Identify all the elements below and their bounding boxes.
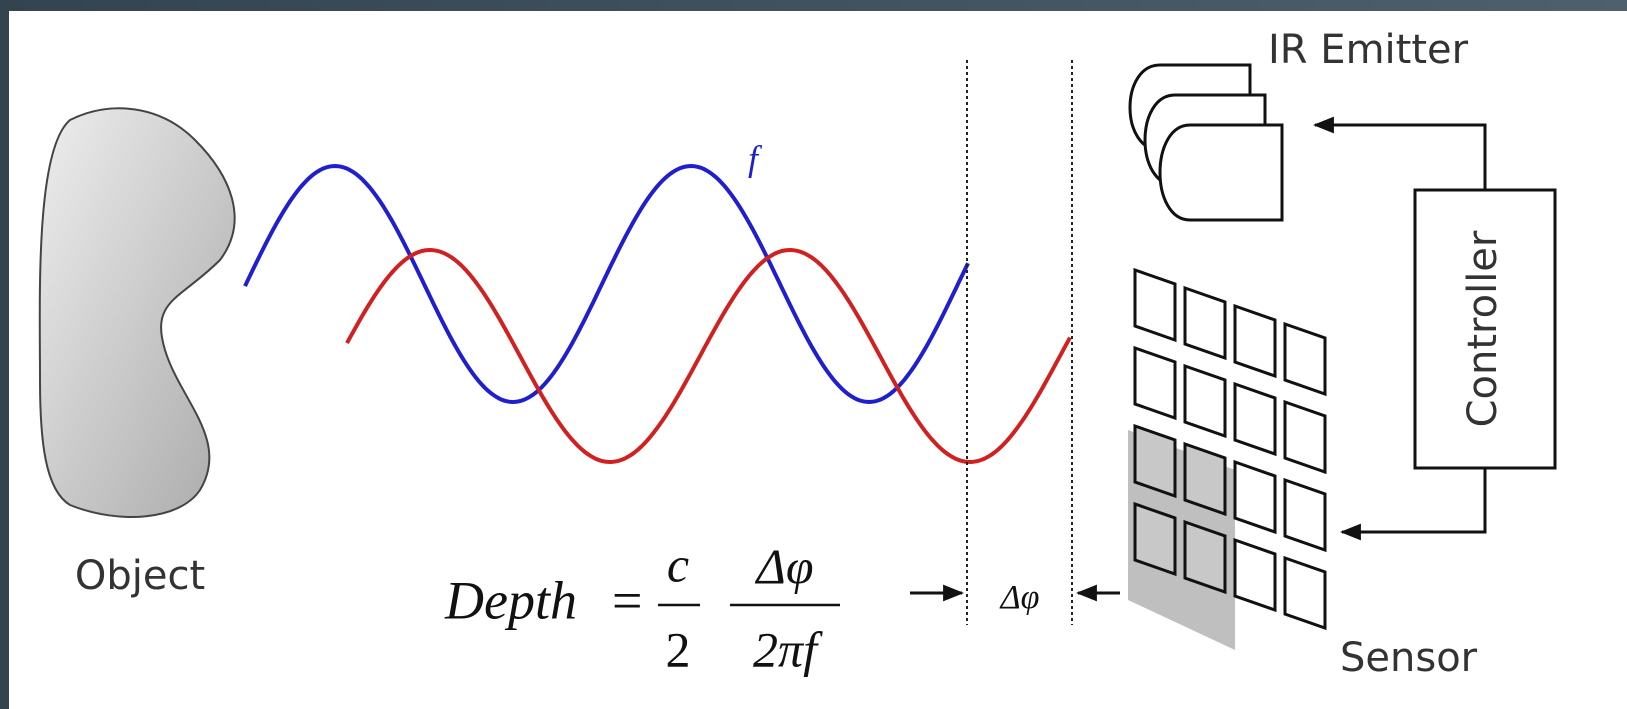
emitted-wave bbox=[243, 163, 970, 405]
sensor-pixel bbox=[1183, 519, 1227, 595]
formula-equals: = bbox=[612, 570, 642, 630]
sensor-grid bbox=[1128, 267, 1327, 650]
sensor-pixel bbox=[1233, 381, 1277, 457]
sensor-pixel bbox=[1233, 459, 1277, 535]
sensor-pixel bbox=[1233, 303, 1277, 379]
formula-numerator: Δφ bbox=[754, 538, 813, 594]
sensor-label: Sensor bbox=[1340, 635, 1478, 681]
sensor-pixel bbox=[1183, 363, 1227, 439]
reflected-wave bbox=[345, 247, 1072, 465]
formula-denominator: 2πf bbox=[753, 621, 823, 677]
sensor-pixel bbox=[1133, 423, 1177, 499]
sensor-pixel bbox=[1133, 345, 1177, 421]
ir-emitter-label: IR Emitter bbox=[1268, 27, 1469, 73]
sensor-pixel bbox=[1183, 285, 1227, 361]
controller-box bbox=[1413, 188, 1557, 470]
sensor-pixel bbox=[1283, 399, 1327, 475]
sensor-pixel bbox=[1133, 267, 1177, 343]
formula-numerator: c bbox=[667, 536, 689, 592]
phase-label: Δφ bbox=[999, 579, 1040, 616]
ir-emitter bbox=[1128, 63, 1284, 222]
sensor-pixel bbox=[1183, 441, 1227, 517]
sensor-pixel bbox=[1133, 501, 1177, 577]
object-label: Object bbox=[75, 553, 205, 599]
formula-lhs: Depth bbox=[444, 570, 577, 630]
sensor-pixel bbox=[1283, 321, 1327, 397]
controller-label: Controller bbox=[1460, 230, 1506, 427]
sensor-pixel bbox=[1283, 555, 1327, 631]
formula-denominator: 2 bbox=[666, 621, 691, 677]
sensor-pixel bbox=[1283, 477, 1327, 553]
sensor-pixel bbox=[1233, 537, 1277, 613]
object-shape bbox=[38, 107, 236, 518]
arrow bbox=[1339, 468, 1487, 541]
arrow bbox=[1312, 116, 1487, 190]
